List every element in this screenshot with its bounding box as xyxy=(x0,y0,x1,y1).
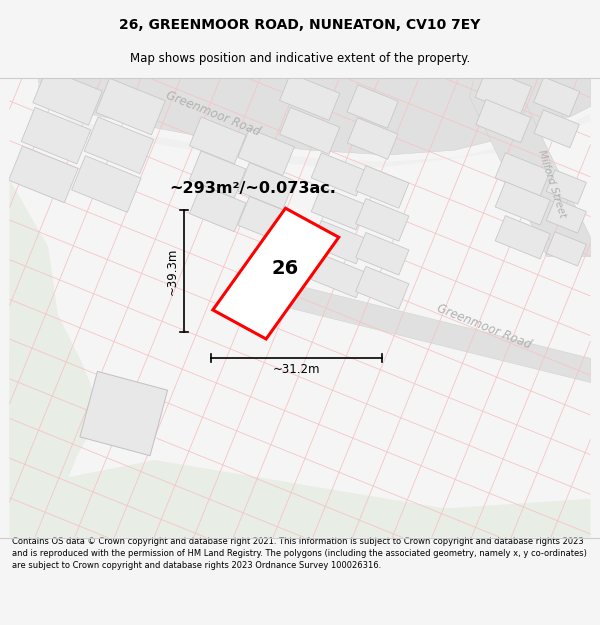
Text: 26: 26 xyxy=(272,259,299,278)
Polygon shape xyxy=(10,460,590,538)
Polygon shape xyxy=(356,166,409,208)
Polygon shape xyxy=(476,99,531,142)
Polygon shape xyxy=(495,152,550,196)
Polygon shape xyxy=(33,69,103,125)
Polygon shape xyxy=(38,82,590,168)
Polygon shape xyxy=(80,371,167,456)
Polygon shape xyxy=(533,77,580,117)
Polygon shape xyxy=(495,182,550,225)
Polygon shape xyxy=(311,254,366,298)
Polygon shape xyxy=(238,196,295,243)
Polygon shape xyxy=(311,152,366,196)
Polygon shape xyxy=(190,151,246,198)
Text: Greenmoor Road: Greenmoor Road xyxy=(164,88,262,138)
Polygon shape xyxy=(238,129,295,176)
Text: Milford Street: Milford Street xyxy=(536,149,568,219)
Polygon shape xyxy=(356,232,409,275)
Text: Map shows position and indicative extent of the property.: Map shows position and indicative extent… xyxy=(130,52,470,64)
Polygon shape xyxy=(10,78,101,484)
Polygon shape xyxy=(546,232,586,266)
Polygon shape xyxy=(213,208,339,339)
Polygon shape xyxy=(495,216,550,259)
Polygon shape xyxy=(190,185,246,232)
Polygon shape xyxy=(347,118,398,159)
Polygon shape xyxy=(356,199,409,241)
Text: ~39.3m: ~39.3m xyxy=(166,248,179,295)
Text: 26, GREENMOOR ROAD, NUNEATON, CV10 7EY: 26, GREENMOOR ROAD, NUNEATON, CV10 7EY xyxy=(119,18,481,32)
Polygon shape xyxy=(96,78,165,135)
Polygon shape xyxy=(21,107,91,164)
Polygon shape xyxy=(311,187,366,230)
Polygon shape xyxy=(534,110,580,148)
Text: ~293m²/~0.073ac.: ~293m²/~0.073ac. xyxy=(169,181,336,196)
Polygon shape xyxy=(475,69,532,116)
Polygon shape xyxy=(311,221,366,264)
Polygon shape xyxy=(190,117,246,164)
Polygon shape xyxy=(546,199,586,233)
Polygon shape xyxy=(84,117,154,174)
Polygon shape xyxy=(546,170,586,204)
Text: ~31.2m: ~31.2m xyxy=(273,364,320,376)
Polygon shape xyxy=(10,78,87,538)
Text: Greenmoor Road: Greenmoor Road xyxy=(435,301,533,351)
Polygon shape xyxy=(266,276,590,382)
Polygon shape xyxy=(280,73,340,121)
Polygon shape xyxy=(71,156,141,212)
Polygon shape xyxy=(38,78,590,155)
Polygon shape xyxy=(356,266,409,309)
Polygon shape xyxy=(347,85,398,128)
Polygon shape xyxy=(469,78,590,257)
Polygon shape xyxy=(238,162,295,209)
Polygon shape xyxy=(280,107,340,154)
Text: Contains OS data © Crown copyright and database right 2021. This information is : Contains OS data © Crown copyright and d… xyxy=(12,538,587,570)
Polygon shape xyxy=(8,146,78,202)
